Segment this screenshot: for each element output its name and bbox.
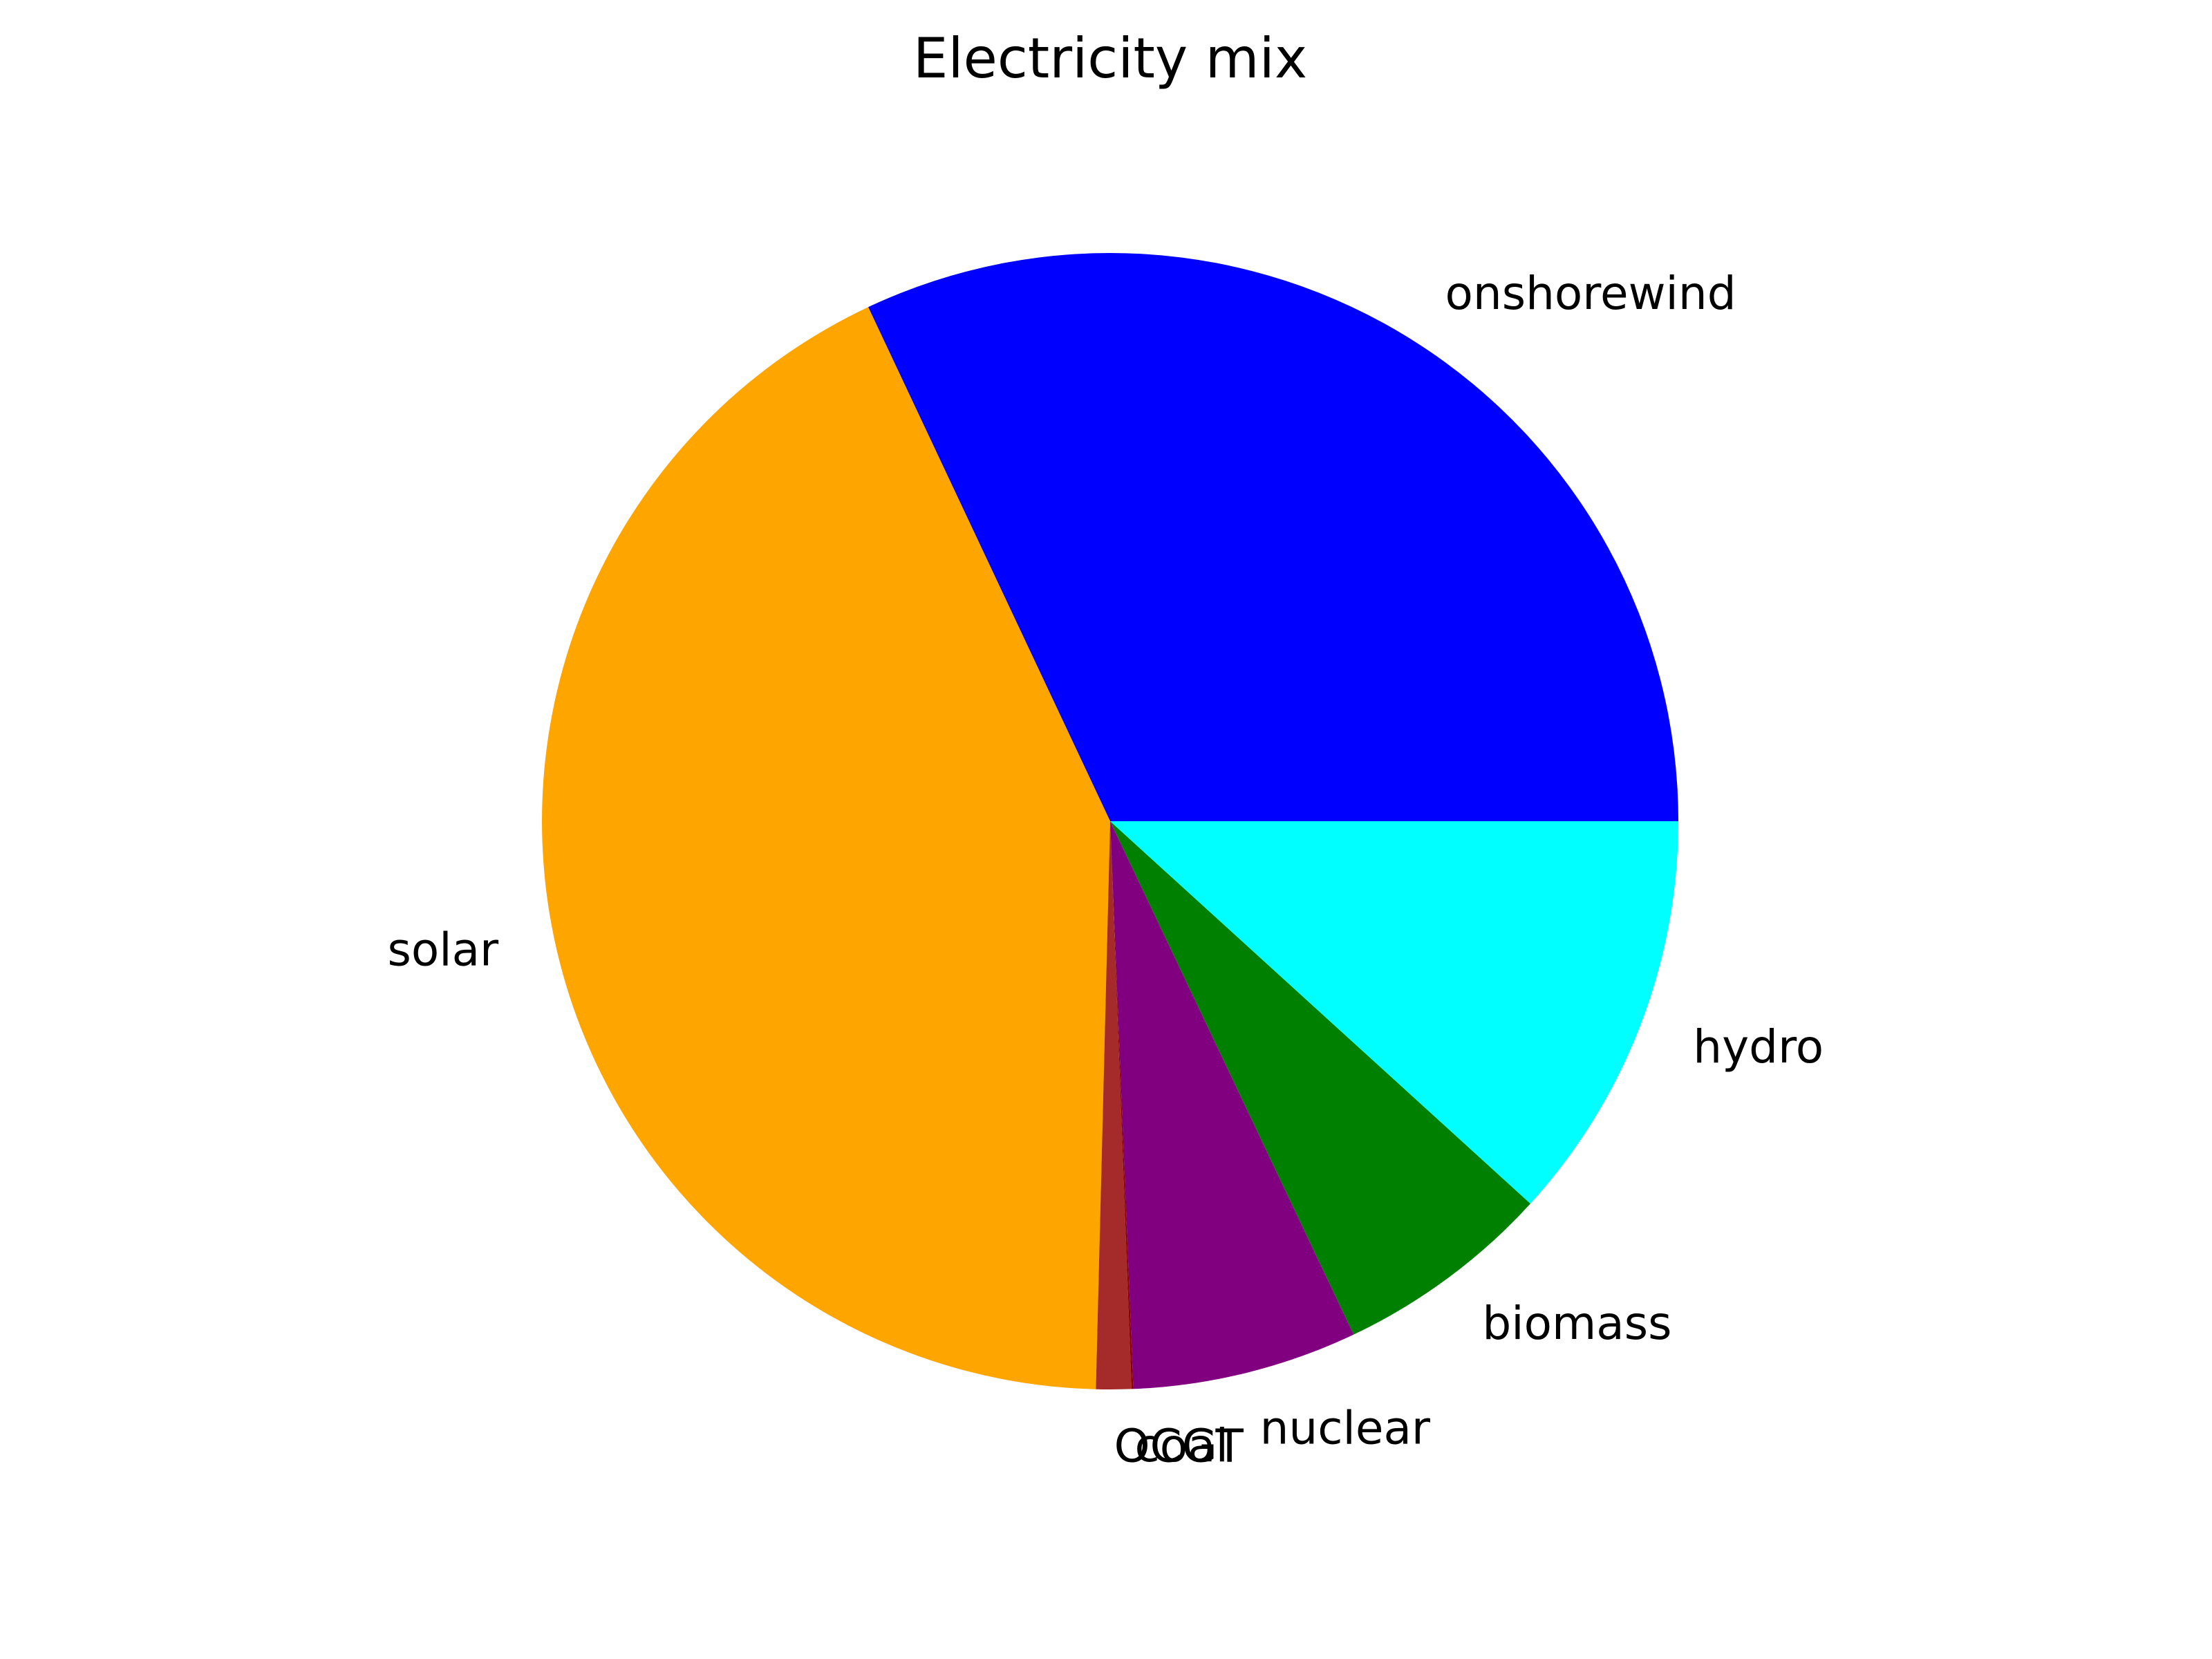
pie-slice-nuclear — [1110, 821, 1354, 1389]
pie-slice-biomass — [1110, 821, 1530, 1335]
pie-slice-hydro — [1110, 821, 1678, 1204]
pie-label-nuclear: nuclear — [1260, 1401, 1431, 1454]
pie-label-hydro: hydro — [1693, 1020, 1824, 1074]
pie-label-biomass: biomass — [1482, 1297, 1671, 1350]
pie-slice-onshorewind — [868, 252, 1678, 821]
pie-label-onshorewind: onshorewind — [1445, 267, 1736, 320]
pie-label-ocgt: OCGT — [1114, 1420, 1244, 1473]
pie-slice-solar — [541, 307, 1110, 1389]
pie-slice-ocgt — [1096, 821, 1132, 1390]
chart-title: Electricity mix — [913, 26, 1307, 91]
pie-slice-coal — [1110, 821, 1134, 1389]
pie-slices — [541, 252, 1678, 1390]
pie-label-solar: solar — [387, 924, 499, 977]
pie-label-coal: coal — [1135, 1419, 1228, 1472]
